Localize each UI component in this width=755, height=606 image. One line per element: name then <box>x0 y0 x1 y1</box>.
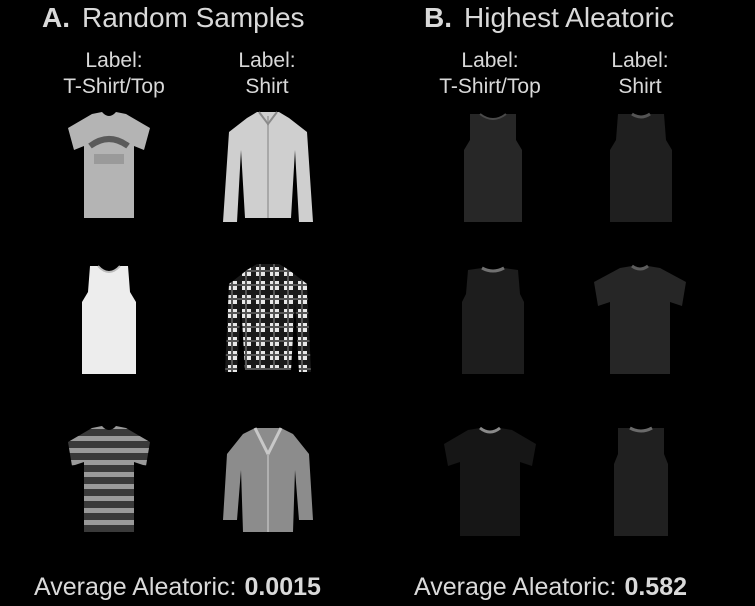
dark-tank-top-icon <box>614 426 668 536</box>
average-label: Average Aleatoric: <box>414 573 617 601</box>
average-value: 0.582 <box>624 573 688 601</box>
dark-tshirt-icon <box>444 426 536 536</box>
average-value: 0.0015 <box>244 573 321 601</box>
average-label: Average Aleatoric: <box>34 573 237 601</box>
label-prefix: Label: <box>461 49 519 72</box>
dark-tank-top-icon <box>464 113 522 222</box>
sample-a-r3-c2 <box>223 424 313 536</box>
label-value: Shirt <box>618 75 662 98</box>
plaid-shirt-icon <box>225 264 311 372</box>
dark-sleeveless-top-icon <box>610 112 672 222</box>
tank-top-icon <box>82 265 136 374</box>
panel-b-title: B. Highest Aleatoric <box>424 0 674 36</box>
blouse-icon <box>223 427 313 532</box>
panel-a-letter: A. <box>42 2 70 33</box>
sample-b-r3-c1 <box>440 424 536 536</box>
sample-a-r1-c2 <box>223 110 313 222</box>
sample-b-r1-c1 <box>448 110 538 222</box>
long-sleeve-shirt-icon <box>223 111 313 222</box>
panel-a-average: Average Aleatoric: 0.0015 <box>34 570 321 604</box>
sample-a-r2-c2 <box>223 262 313 374</box>
label-value: T-Shirt/Top <box>63 75 165 98</box>
panel-b-letter: B. <box>424 2 452 33</box>
tshirt-icon <box>68 112 150 218</box>
panel-a-col1-label: Label: T-Shirt/Top <box>44 48 184 100</box>
panel-a-title-text: Random Samples <box>82 2 305 33</box>
sample-b-r3-c2 <box>596 424 686 536</box>
label-value: T-Shirt/Top <box>439 75 541 98</box>
striped-tshirt-icon <box>68 426 150 532</box>
panel-a-col2-label: Label: Shirt <box>217 48 317 100</box>
panel-b-col2-label: Label: Shirt <box>590 48 690 100</box>
label-prefix: Label: <box>85 49 143 72</box>
panel-b-title-text: Highest Aleatoric <box>464 2 675 33</box>
panel-a-title: A. Random Samples <box>42 0 305 36</box>
sample-a-r1-c1 <box>64 110 154 222</box>
label-prefix: Label: <box>238 49 296 72</box>
sample-b-r2-c2 <box>590 262 686 374</box>
panel-b-average: Average Aleatoric: 0.582 <box>414 570 687 604</box>
sample-b-r1-c2 <box>596 110 686 222</box>
sample-a-r3-c1 <box>64 424 154 536</box>
dark-sleeveless-top-icon <box>462 266 524 374</box>
label-prefix: Label: <box>611 49 669 72</box>
sample-b-r2-c1 <box>448 262 538 374</box>
panel-b-col1-label: Label: T-Shirt/Top <box>420 48 560 100</box>
dark-tshirt-icon <box>594 264 686 374</box>
label-value: Shirt <box>245 75 289 98</box>
sample-a-r2-c1 <box>64 262 154 374</box>
